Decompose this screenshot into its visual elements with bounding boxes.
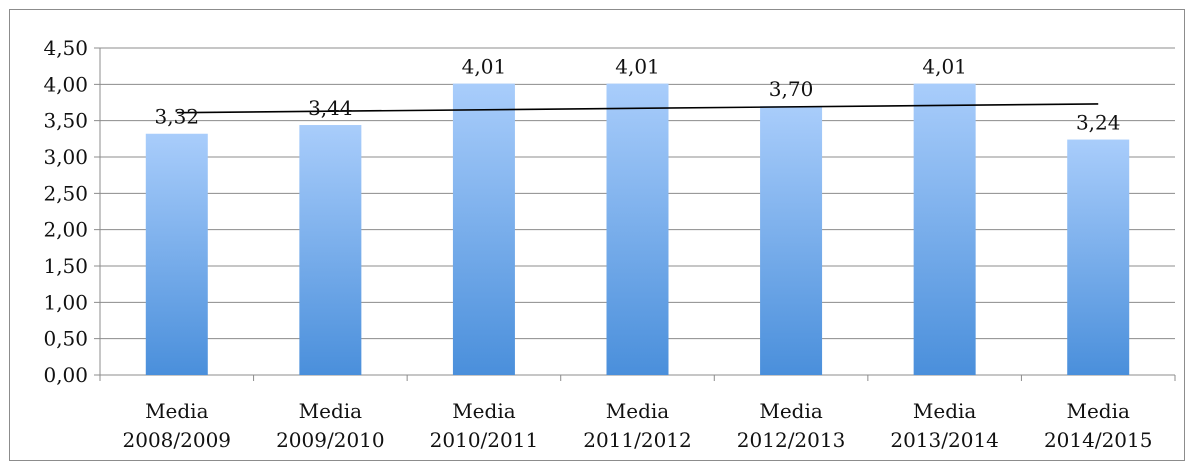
- data-label: 4,01: [922, 55, 967, 79]
- y-tick-label: 3,00: [43, 145, 88, 169]
- data-label: 3,32: [155, 105, 200, 129]
- category-label: 2013/2014: [890, 428, 999, 452]
- category-label: Media: [299, 399, 363, 423]
- category-label: 2011/2012: [583, 428, 692, 452]
- category-label: Media: [606, 399, 670, 423]
- y-tick-label: 1,00: [43, 290, 88, 314]
- trendline-line: [176, 103, 1099, 114]
- y-tick-label: 1,50: [43, 254, 88, 278]
- category-label: 2014/2015: [1044, 428, 1153, 452]
- bar: [1067, 139, 1130, 375]
- bar: [606, 83, 669, 376]
- labels: 0,00 0,50 1,00 1,50 2,00 2,50 3,00 3,50 4,00 4,50…: [43, 36, 1152, 452]
- data-label: 4,01: [462, 55, 507, 79]
- category-label: 2012/2013: [737, 428, 846, 452]
- trendline: [176, 103, 1099, 114]
- y-tick-label: 0,50: [43, 327, 88, 351]
- category-label: Media: [1066, 399, 1130, 423]
- data-label: 3,24: [1076, 111, 1121, 135]
- bar: [452, 83, 515, 376]
- bar: [760, 106, 823, 375]
- y-tick-label: 0,00: [43, 363, 88, 387]
- data-label: 3,70: [769, 77, 814, 101]
- bar: [913, 83, 976, 376]
- data-label: 4,01: [615, 55, 660, 79]
- category-label: Media: [452, 399, 516, 423]
- y-tick-label: 4,50: [43, 36, 88, 60]
- y-tick-label: 3,50: [43, 109, 88, 133]
- y-tick-label: 4,00: [43, 72, 88, 96]
- category-label: 2009/2010: [276, 428, 385, 452]
- category-label: Media: [759, 399, 823, 423]
- bars: [145, 83, 1130, 376]
- y-tick-label: 2,50: [43, 181, 88, 205]
- bar: [145, 133, 208, 375]
- data-label: 3,44: [308, 96, 353, 120]
- category-label: 2010/2011: [430, 428, 539, 452]
- category-label: 2008/2009: [123, 428, 232, 452]
- bar: [299, 125, 362, 375]
- category-label: Media: [913, 399, 977, 423]
- y-tick-label: 2,00: [43, 218, 88, 242]
- category-label: Media: [145, 399, 209, 423]
